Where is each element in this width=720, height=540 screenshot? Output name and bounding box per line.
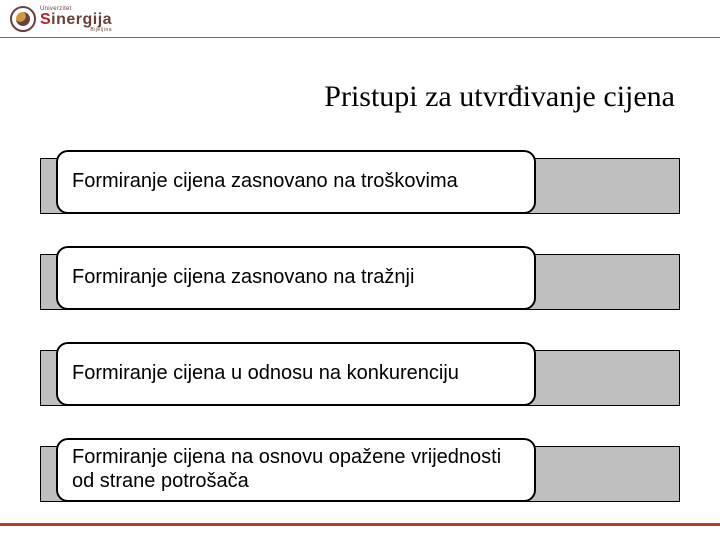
slide: Univerzitet Sinergija Bijeljina Pristupi… bbox=[0, 0, 720, 540]
item-text: Formiranje cijena zasnovano na tražnji bbox=[72, 266, 414, 290]
footer-accent-line bbox=[0, 523, 720, 526]
logo-name-rest: inergija bbox=[51, 11, 112, 28]
logo-name-first-letter: S bbox=[40, 11, 51, 28]
items-list: Formiranje cijena zasnovano na troškovim… bbox=[0, 150, 720, 534]
header-band: Univerzitet Sinergija Bijeljina bbox=[0, 0, 720, 38]
list-item: Formiranje cijena u odnosu na konkurenci… bbox=[0, 342, 720, 414]
item-box: Formiranje cijena na osnovu opažene vrij… bbox=[56, 438, 536, 502]
list-item: Formiranje cijena zasnovano na tražnji bbox=[0, 246, 720, 318]
item-box: Formiranje cijena u odnosu na konkurenci… bbox=[56, 342, 536, 406]
item-text: Formiranje cijena na osnovu opažene vrij… bbox=[72, 446, 520, 493]
logo-main-line: Sinergija bbox=[40, 12, 112, 28]
list-item: Formiranje cijena zasnovano na troškovim… bbox=[0, 150, 720, 222]
item-text: Formiranje cijena u odnosu na konkurenci… bbox=[72, 362, 459, 386]
logo-emblem-icon bbox=[10, 6, 36, 32]
logo-sub-line: Bijeljina bbox=[90, 28, 112, 33]
list-item: Formiranje cijena na osnovu opažene vrij… bbox=[0, 438, 720, 510]
item-box: Formiranje cijena zasnovano na troškovim… bbox=[56, 150, 536, 214]
slide-title: Pristupi za utvrđivanje cijena bbox=[324, 80, 675, 114]
item-box: Formiranje cijena zasnovano na tražnji bbox=[56, 246, 536, 310]
university-logo: Univerzitet Sinergija Bijeljina bbox=[10, 4, 112, 34]
item-text: Formiranje cijena zasnovano na troškovim… bbox=[72, 170, 458, 194]
logo-text: Univerzitet Sinergija Bijeljina bbox=[40, 6, 112, 33]
